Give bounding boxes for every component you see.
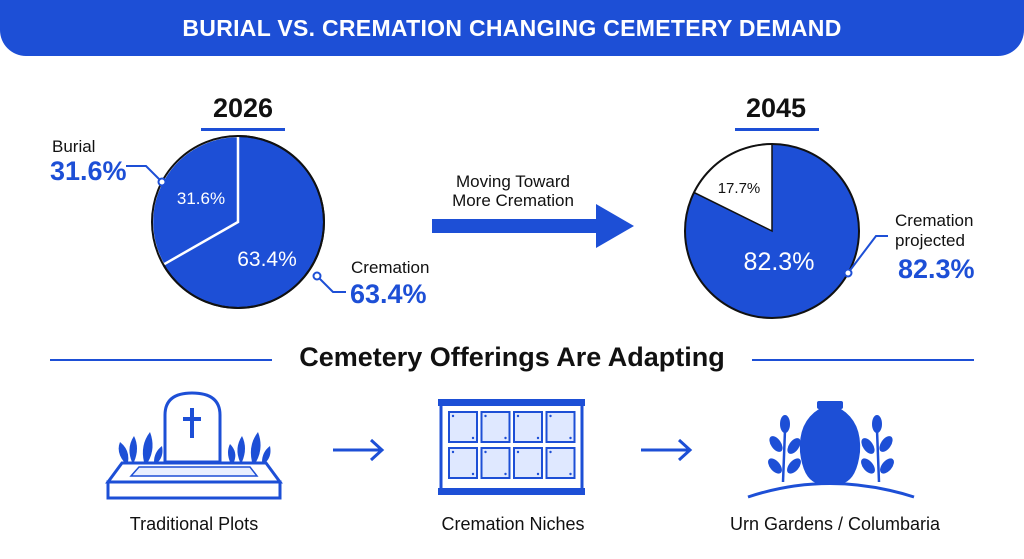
callout-burial-value: 31.6% — [50, 156, 127, 186]
pie-label-burial-2045: 17.7% — [718, 180, 761, 197]
page-title: BURIAL VS. CREMATION CHANGING CEMETERY D… — [182, 14, 842, 41]
callout-cremation-name: Cremation — [351, 258, 430, 277]
section-title: Cemetery Offerings Are Adapting — [299, 342, 725, 372]
transition-arrow-icon — [432, 204, 634, 248]
year-underline-2045 — [735, 128, 819, 131]
niche-bolt — [484, 414, 487, 418]
niche-cell — [480, 411, 511, 443]
pie-label-cremation-2045: 82.3% — [744, 248, 815, 276]
niche-cell — [545, 447, 576, 479]
transition-text: Moving Toward More Cremation — [413, 172, 613, 210]
year-label-2045: 2045 — [745, 93, 807, 123]
pie-chart-2045: 17.7% 82.3% — [684, 143, 860, 319]
niche-bolt — [536, 472, 540, 476]
year-label-2026: 2026 — [212, 93, 274, 123]
leader-line-cremation — [312, 271, 346, 293]
pie-label-burial-2026: 31.6% — [177, 189, 225, 208]
header-banner: BURIAL VS. CREMATION CHANGING CEMETERY D… — [0, 0, 1024, 56]
niche-bolt — [516, 414, 520, 418]
section-rule-right — [752, 359, 974, 361]
arrow-right-icon-1 — [333, 438, 385, 462]
niche-bolt — [471, 472, 475, 476]
niche-bolt — [451, 414, 455, 418]
leader-line-cremation-projected — [843, 235, 888, 278]
niche-bolt — [569, 472, 572, 476]
niche-bolt — [569, 436, 572, 440]
niche-cell — [513, 411, 543, 443]
niche-bolt — [536, 436, 540, 440]
headstone-icon — [105, 391, 283, 500]
niche-bolt — [549, 414, 552, 418]
year-underline-2026 — [201, 128, 285, 131]
offering-label-cremation-niches: Cremation Niches — [441, 514, 585, 534]
callout-burial-name: Burial — [52, 137, 96, 156]
niche-wall-icon — [438, 399, 585, 495]
niche-cell — [545, 411, 576, 443]
niche-cell — [513, 447, 543, 479]
pie-chart-2026: 31.6% 63.4% — [150, 134, 325, 309]
pie-2045-outline — [684, 143, 860, 319]
transition-line-1: Moving Toward — [455, 172, 571, 191]
offering-label-urn-gardens: Urn Gardens / Columbaria — [729, 514, 941, 534]
section-rule-left — [50, 359, 272, 361]
callout-cremation-projected-value: 82.3% — [898, 254, 975, 284]
leader-line-burial — [126, 165, 167, 187]
niche-bolt — [516, 450, 520, 454]
niche-bolt — [504, 472, 507, 476]
offering-label-traditional-plots: Traditional Plots — [129, 514, 259, 534]
niche-bolt — [549, 450, 552, 454]
niche-bolt — [451, 450, 455, 454]
niche-cell — [480, 447, 511, 479]
niche-cell — [448, 411, 478, 443]
pie-label-cremation-2026: 63.4% — [237, 248, 297, 271]
niche-cell — [448, 447, 478, 479]
niche-bolt — [484, 450, 487, 454]
pie-2026-outline — [151, 135, 325, 309]
callout-cremation-value: 63.4% — [350, 279, 427, 309]
callout-cremation-projected-name: Cremation projected — [895, 211, 974, 250]
arrow-right-icon-2 — [641, 438, 693, 462]
transition-line-2: More Cremation — [452, 191, 574, 210]
urn-garden-icon — [747, 401, 915, 499]
niche-bolt — [471, 436, 475, 440]
niche-bolt — [504, 436, 507, 440]
